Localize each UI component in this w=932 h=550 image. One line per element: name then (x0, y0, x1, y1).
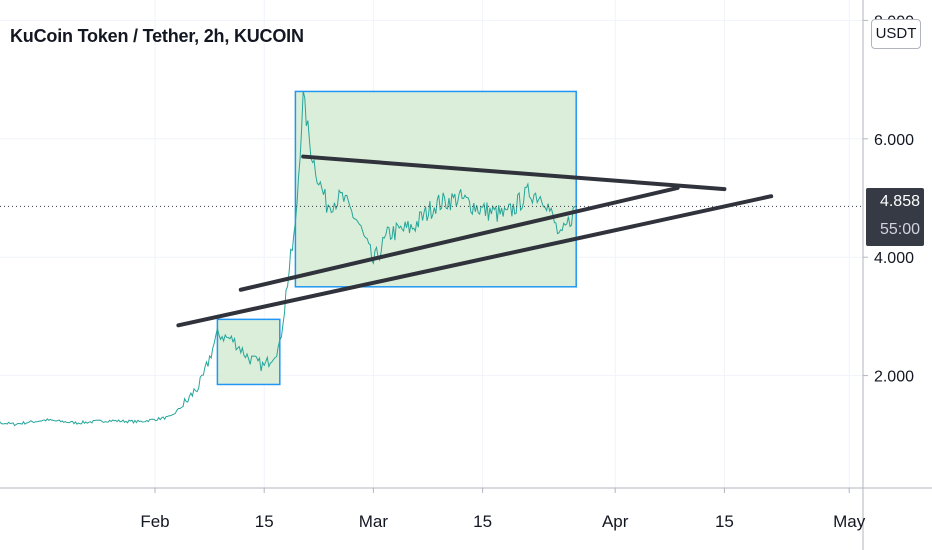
y-tick-label: 4.000 (874, 250, 914, 267)
chart-title: KuCoin Token / Tether, 2h, KUCOIN (10, 26, 304, 46)
trendline (238, 185, 680, 292)
x-tick-label: 15 (715, 512, 734, 531)
x-tick-label: 15 (255, 512, 274, 531)
price-line (0, 90, 577, 427)
x-tick-label: May (833, 512, 866, 531)
x-tick-label: Apr (602, 512, 629, 531)
x-tick-label: Mar (359, 512, 389, 531)
price-series (0, 90, 577, 427)
x-tick-label: Feb (140, 512, 169, 531)
last-price-value: 4.858 (879, 193, 920, 210)
range-box (216, 318, 281, 386)
range-box (294, 90, 577, 288)
trendline (176, 194, 774, 328)
y-tick-label: 6.000 (874, 132, 914, 149)
bar-countdown: 55:00 (879, 221, 920, 238)
x-axis-ticks: Feb 15 Mar 15 Apr 15 May (140, 488, 866, 531)
currency-button[interactable]: USDT (871, 19, 921, 49)
trendlines (176, 154, 774, 328)
trendline (301, 154, 727, 192)
x-tick-label: 15 (473, 512, 492, 531)
y-tick-label: 2.000 (874, 369, 914, 386)
last-price-badge: 4.858 55:00 (866, 188, 924, 246)
range-boxes (216, 90, 577, 386)
